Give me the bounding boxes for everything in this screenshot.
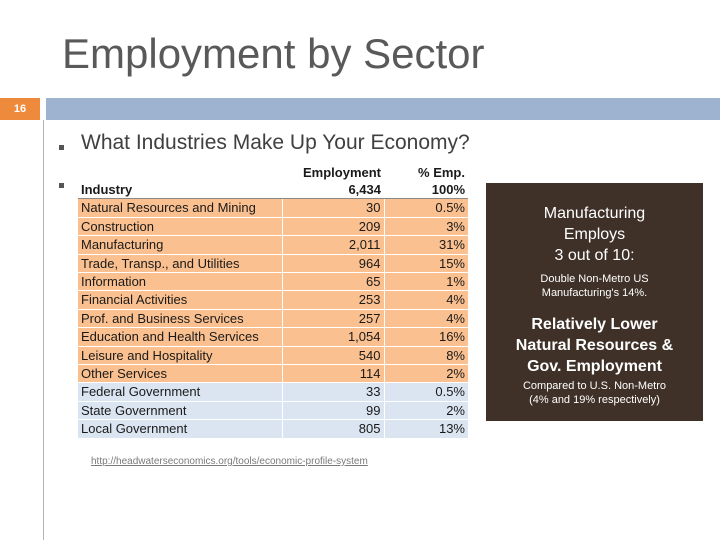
employment-cell: 964 bbox=[281, 254, 384, 274]
table-row: Information 65 1% bbox=[78, 272, 468, 292]
industry-header: Industry bbox=[78, 181, 282, 200]
table-row: Trade, Transp., and Utilities 964 15% bbox=[78, 254, 468, 274]
employment-header: Employment bbox=[302, 165, 381, 180]
table-row: Financial Activities 253 4% bbox=[78, 290, 468, 310]
table-row: Leisure and Hospitality 540 8% bbox=[78, 346, 468, 366]
employment-cell: 253 bbox=[281, 290, 384, 310]
industry-cell: Financial Activities bbox=[78, 290, 282, 310]
left-divider bbox=[43, 120, 44, 540]
callout-box: Manufacturing Employs 3 out of 10: Doubl… bbox=[486, 183, 703, 421]
table-row: Manufacturing 2,011 31% bbox=[78, 235, 468, 255]
pct-header: % Emp. bbox=[418, 165, 465, 180]
employment-table: Employment % Emp. Industry 6,434 100% Na… bbox=[78, 164, 468, 439]
employment-cell: 114 bbox=[281, 364, 384, 384]
table-row: Other Services 114 2% bbox=[78, 364, 468, 384]
employment-cell: 65 bbox=[281, 272, 384, 292]
employment-cell: 209 bbox=[281, 217, 384, 237]
table-row: Federal Government 33 0.5% bbox=[78, 382, 468, 402]
table-row: Education and Health Services 1,054 16% bbox=[78, 327, 468, 347]
mfg-note-2: Manufacturing's 14%. bbox=[541, 287, 648, 299]
industry-cell: Prof. and Business Services bbox=[78, 309, 282, 329]
slide-title: Employment by Sector bbox=[62, 30, 485, 77]
table-corner bbox=[78, 164, 282, 181]
mfg-line-3: 3 out of 10: bbox=[554, 247, 635, 264]
pct-cell: 8% bbox=[383, 346, 468, 366]
pct-cell: 4% bbox=[383, 309, 468, 329]
industry-cell: Other Services bbox=[78, 364, 282, 384]
industry-cell: State Government bbox=[78, 401, 282, 421]
employment-cell: 257 bbox=[281, 309, 384, 329]
mfg-line-1: Manufacturing bbox=[543, 205, 646, 222]
industry-cell: Trade, Transp., and Utilities bbox=[78, 254, 282, 274]
pct-cell: 2% bbox=[383, 401, 468, 421]
table-row: Local Government 805 13% bbox=[78, 419, 468, 439]
pct-cell: 15% bbox=[383, 254, 468, 274]
pct-cell: 16% bbox=[383, 327, 468, 347]
gov-note-2: (4% and 19% respectively) bbox=[529, 394, 660, 406]
pct-cell: 2% bbox=[383, 364, 468, 384]
employment-cell: 805 bbox=[281, 419, 384, 439]
pct-cell: 13% bbox=[383, 419, 468, 439]
pct-cell: 0.5% bbox=[383, 198, 468, 218]
gov-line-2: Natural Resources & bbox=[515, 337, 674, 354]
industry-cell: Education and Health Services bbox=[78, 327, 282, 347]
gov-line-3: Gov. Employment bbox=[527, 358, 662, 375]
table-row: State Government 99 2% bbox=[78, 401, 468, 421]
gov-line-1: Relatively Lower bbox=[531, 316, 658, 333]
table-row: Natural Resources and Mining 30 0.5% bbox=[78, 198, 468, 218]
industry-cell: Natural Resources and Mining bbox=[78, 198, 282, 218]
total-employment: 6,434 bbox=[282, 181, 384, 200]
employment-cell: 33 bbox=[281, 382, 384, 402]
section-heading: What Industries Make Up Your Economy? bbox=[81, 131, 470, 154]
mfg-note-1: Double Non-Metro US bbox=[540, 273, 649, 285]
industry-cell: Leisure and Hospitality bbox=[78, 346, 282, 366]
source-link[interactable]: http://headwaterseconomics.org/tools/eco… bbox=[91, 456, 368, 467]
pct-cell: 4% bbox=[383, 290, 468, 310]
table-body: Natural Resources and Mining 30 0.5% Constr… bbox=[78, 198, 468, 439]
industry-cell: Construction bbox=[78, 217, 282, 237]
pct-cell: 0.5% bbox=[383, 382, 468, 402]
bullet-marker bbox=[59, 183, 64, 188]
pct-cell: 31% bbox=[383, 235, 468, 255]
employment-cell: 2,011 bbox=[281, 235, 384, 255]
slide-number: 16 bbox=[0, 98, 40, 120]
header-band bbox=[46, 98, 720, 120]
industry-cell: Information bbox=[78, 272, 282, 292]
total-pct: 100% bbox=[384, 181, 468, 200]
employment-cell: 30 bbox=[281, 198, 384, 218]
table-row: Prof. and Business Services 257 4% bbox=[78, 309, 468, 329]
employment-cell: 1,054 bbox=[281, 327, 384, 347]
industry-cell: Manufacturing bbox=[78, 235, 282, 255]
table-row: Construction 209 3% bbox=[78, 217, 468, 237]
industry-cell: Federal Government bbox=[78, 382, 282, 402]
industry-cell: Local Government bbox=[78, 419, 282, 439]
mfg-line-2: Employs bbox=[563, 226, 626, 243]
pct-cell: 3% bbox=[383, 217, 468, 237]
employment-cell: 540 bbox=[281, 346, 384, 366]
employment-cell: 99 bbox=[281, 401, 384, 421]
gov-note-1: Compared to U.S. Non-Metro bbox=[522, 380, 667, 392]
bullet-marker bbox=[59, 145, 64, 150]
pct-cell: 1% bbox=[383, 272, 468, 292]
